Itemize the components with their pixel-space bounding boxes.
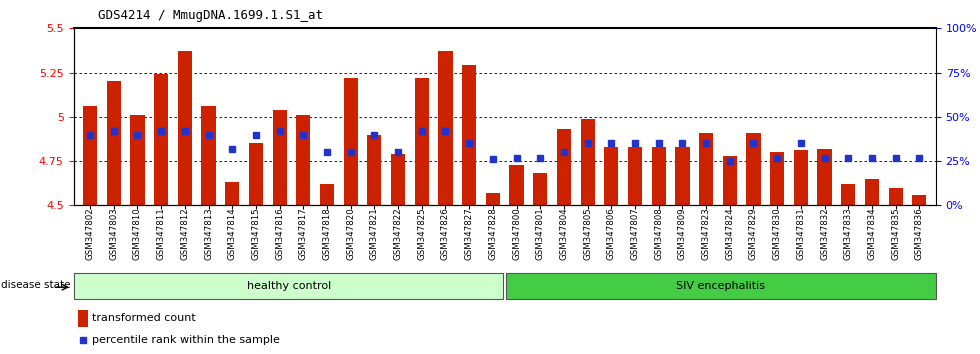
Text: GSM347809: GSM347809 [678,207,687,260]
Bar [77,310,87,326]
Bar [368,135,381,205]
Bar [107,81,121,205]
Bar [249,143,263,205]
Bar [652,147,665,205]
Bar [628,147,642,205]
Text: GSM347812: GSM347812 [180,207,189,260]
Text: GSM347816: GSM347816 [275,207,284,260]
Bar [722,156,737,205]
Text: GSM347804: GSM347804 [560,207,568,260]
Text: healthy control: healthy control [247,281,331,291]
Bar [912,195,926,205]
Bar [462,65,476,205]
Text: GSM347828: GSM347828 [488,207,498,260]
Bar [225,182,239,205]
Text: GSM347810: GSM347810 [133,207,142,260]
Bar [74,273,503,299]
Bar [817,149,832,205]
Bar [770,152,784,205]
Bar [438,51,453,205]
Bar [557,129,571,205]
Text: GSM347824: GSM347824 [725,207,734,260]
Bar [580,119,595,205]
Bar [794,150,808,205]
Bar [533,173,548,205]
Text: GSM347831: GSM347831 [797,207,806,260]
Text: GSM347835: GSM347835 [891,207,900,260]
Bar [154,74,169,205]
Text: GSM347801: GSM347801 [536,207,545,260]
Bar [486,193,500,205]
Text: percentile rank within the sample: percentile rank within the sample [92,335,280,346]
Text: GSM347813: GSM347813 [204,207,213,260]
Bar [841,184,856,205]
Text: GSM347806: GSM347806 [607,207,615,260]
Text: GSM347803: GSM347803 [110,207,119,260]
Text: GSM347811: GSM347811 [157,207,166,260]
Text: GSM347802: GSM347802 [85,207,95,260]
Text: GSM347822: GSM347822 [394,207,403,260]
Bar [889,188,903,205]
Bar [675,147,690,205]
Bar [415,78,429,205]
Text: GSM347834: GSM347834 [867,207,876,260]
Bar [391,154,405,205]
Bar [864,179,879,205]
Text: GSM347825: GSM347825 [417,207,426,260]
Text: GSM347823: GSM347823 [702,207,710,260]
Bar [83,106,97,205]
Bar [510,165,523,205]
Text: disease state: disease state [1,280,71,290]
Bar [344,78,358,205]
Bar [747,133,760,205]
Text: GSM347832: GSM347832 [820,207,829,260]
Text: GSM347836: GSM347836 [914,207,924,260]
Text: GSM347826: GSM347826 [441,207,450,260]
Bar [699,133,713,205]
Bar [296,115,311,205]
Text: GSM347814: GSM347814 [227,207,237,260]
Text: GSM347808: GSM347808 [655,207,663,260]
Text: transformed count: transformed count [92,313,196,323]
Text: GSM347805: GSM347805 [583,207,592,260]
Text: GSM347817: GSM347817 [299,207,308,260]
Text: GSM347821: GSM347821 [369,207,379,260]
Text: SIV encephalitis: SIV encephalitis [676,281,764,291]
Bar [177,51,192,205]
Text: GSM347818: GSM347818 [322,207,331,260]
Text: GSM347829: GSM347829 [749,207,758,260]
Bar [272,110,287,205]
Text: GSM347820: GSM347820 [346,207,355,260]
Text: GSM347833: GSM347833 [844,207,853,260]
Text: GSM347830: GSM347830 [772,207,782,260]
Bar [130,115,145,205]
Text: GSM347807: GSM347807 [630,207,640,260]
Text: GSM347815: GSM347815 [252,207,261,260]
Text: GSM347800: GSM347800 [512,207,521,260]
Bar [605,147,618,205]
Bar [319,184,334,205]
Bar [507,273,936,299]
Text: GSM347827: GSM347827 [465,207,473,260]
Text: GDS4214 / MmugDNA.1699.1.S1_at: GDS4214 / MmugDNA.1699.1.S1_at [98,9,323,22]
Bar [202,106,216,205]
